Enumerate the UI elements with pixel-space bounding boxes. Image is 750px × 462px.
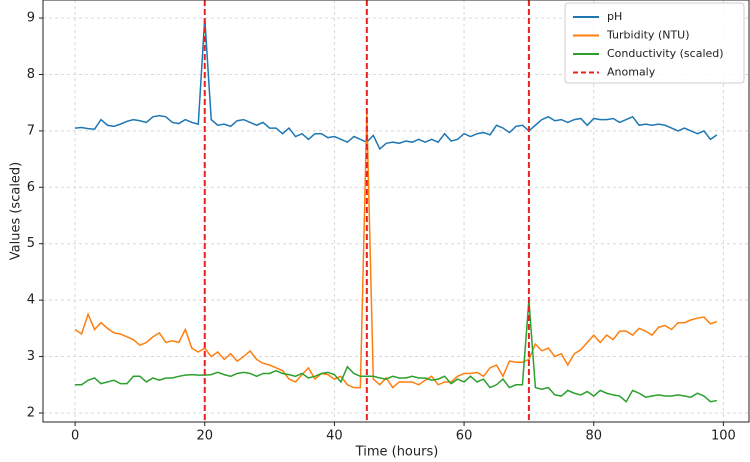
legend-box [564, 2, 745, 84]
y-tick-label: 3 [27, 349, 35, 364]
x-tick-label: 60 [456, 429, 473, 444]
legend: pH Turbidity (NTU) Conductivity (scaled) An… [564, 2, 745, 84]
y-tick-label: 9 [27, 11, 35, 26]
plot-frame [42, 0, 750, 423]
legend-label: Turbidity (NTU) [606, 29, 690, 42]
x-tick-label: 40 [326, 429, 343, 444]
y-tick-label: 5 [27, 236, 35, 251]
x-tick-label: 0 [71, 429, 79, 444]
y-tick-label: 4 [27, 293, 35, 308]
y-tick-label: 7 [27, 123, 35, 138]
y-axis-label: Values (scaled) [9, 162, 24, 261]
x-tick-label: 20 [196, 429, 213, 444]
x-axis-label: Time (hours) [355, 445, 439, 460]
x-tick-label: 80 [585, 429, 602, 444]
y-tick-label: 2 [27, 405, 35, 420]
x-tick-label: 100 [711, 429, 736, 444]
y-tick-label: 6 [27, 180, 35, 195]
y-tick-label: 8 [27, 67, 35, 82]
legend-label: Anomaly [607, 66, 656, 79]
series-line [75, 18, 718, 151]
legend-label: Conductivity (scaled) [607, 47, 724, 60]
series-line [74, 113, 718, 389]
legend-label: pH [607, 10, 622, 23]
series-line [75, 300, 718, 403]
